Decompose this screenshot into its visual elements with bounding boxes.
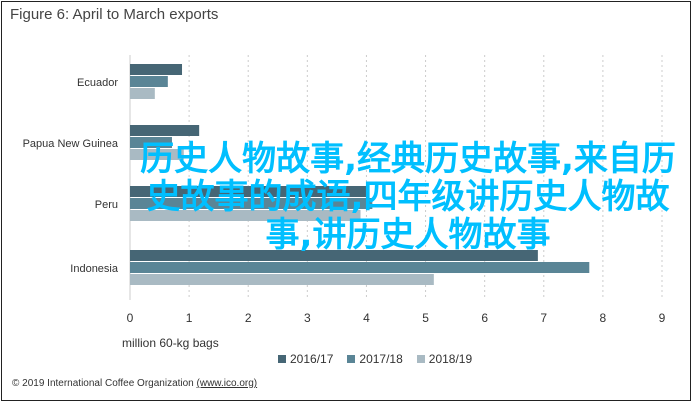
- bar-2017-18: [130, 198, 373, 209]
- legend: 2016/17 2017/18 2018/19: [278, 352, 472, 366]
- x-tick-label: 4: [363, 311, 370, 325]
- category-label: Papua New Guinea: [23, 138, 119, 150]
- x-tick-label: 0: [127, 311, 134, 325]
- x-tick-label: 9: [659, 311, 666, 325]
- copyright: © 2019 International Coffee Organization…: [12, 378, 257, 389]
- x-tick-label: 5: [422, 311, 429, 325]
- bar-2018-19: [130, 274, 434, 285]
- copyright-text: © 2019 International Coffee Organization: [12, 378, 197, 389]
- legend-item: 2017/18: [347, 352, 403, 366]
- x-tick-label: 1: [186, 311, 193, 325]
- bar-2016-17: [130, 64, 183, 75]
- legend-swatch: [347, 355, 356, 363]
- legend-label: 2018/19: [428, 352, 473, 366]
- x-tick-label: 3: [304, 311, 311, 325]
- bar-2016-17: [130, 186, 367, 197]
- chart-title: Figure 6: April to March exports: [10, 6, 219, 23]
- legend-label: 2016/17: [290, 352, 334, 366]
- bar-2018-19: [130, 149, 184, 160]
- category-label: Ecuador: [77, 77, 118, 89]
- bar-2016-17: [130, 250, 538, 261]
- legend-item: 2016/17: [278, 352, 333, 366]
- x-tick-label: 6: [481, 311, 488, 325]
- legend-swatch: [278, 355, 286, 363]
- x-tick-label: 7: [540, 311, 547, 325]
- legend-item: 2018/19: [416, 352, 473, 366]
- category-label: Peru: [95, 199, 118, 211]
- x-tick-label: 8: [600, 311, 607, 325]
- bar-2017-18: [130, 76, 168, 87]
- legend-label: 2017/18: [359, 352, 403, 366]
- ico-link[interactable]: (www.ico.org): [196, 378, 258, 389]
- bar-2016-17: [130, 125, 200, 136]
- x-tick-label: 2: [245, 311, 252, 325]
- bar-2017-18: [130, 262, 590, 273]
- overlay-watermark-text: 历史人物故事,经典历史故事,来自历史故事的成语,四年级讲历史人物故事,讲历史人物…: [140, 139, 676, 255]
- category-label: Indonesia: [70, 263, 119, 275]
- bar-2017-18: [130, 137, 172, 148]
- bar-2018-19: [130, 210, 361, 221]
- legend-swatch: [416, 355, 425, 363]
- bar-2018-19: [130, 88, 155, 99]
- x-axis-label: million 60-kg bags: [122, 336, 219, 350]
